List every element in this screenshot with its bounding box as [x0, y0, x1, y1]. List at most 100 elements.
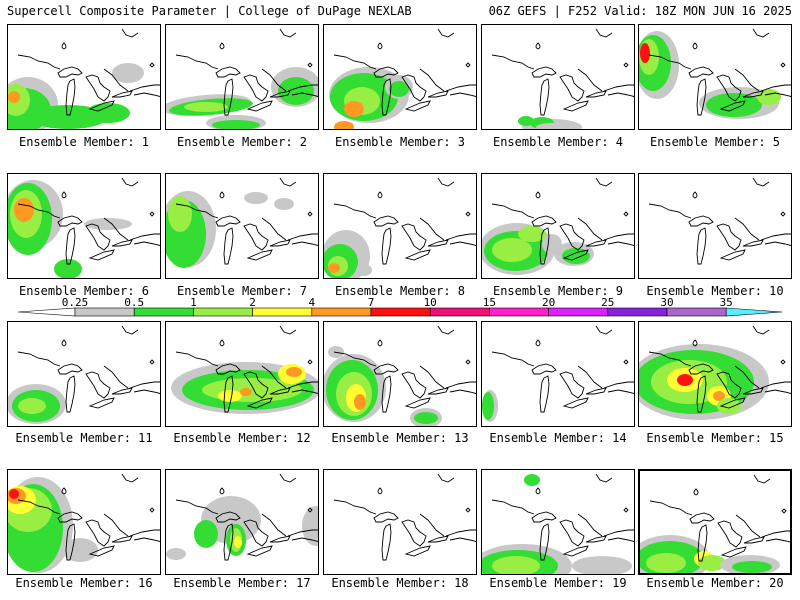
colorbar-tick-label: 35: [720, 296, 733, 309]
ensemble-panel-9[interactable]: [481, 173, 635, 279]
great-lakes-outline: [491, 473, 634, 561]
colorbar-tick-label: 10: [424, 296, 437, 309]
colorbar-swatch: [133, 307, 194, 317]
ensemble-panel-1[interactable]: [7, 24, 161, 130]
scp-field: [482, 474, 632, 574]
scp-field: [166, 191, 294, 268]
ensemble-map-10: [648, 177, 791, 265]
colorbar-tick-label: 7: [368, 296, 375, 309]
ensemble-panel-5[interactable]: [638, 24, 792, 130]
great-lakes-outline: [333, 28, 476, 116]
scp-field: [639, 31, 781, 119]
color-scale-legend: 0.25 0.5 1 2 4 7 10 15 20 25 30 35: [17, 296, 783, 317]
ensemble-label-5: Ensemble Member: 5: [649, 135, 781, 149]
ensemble-label-19: Ensemble Member: 19: [489, 576, 627, 590]
scp-field: [171, 362, 318, 414]
scp-field: [324, 346, 442, 426]
colorbar-high-arrow: [725, 307, 783, 317]
ensemble-panel-16[interactable]: [7, 469, 161, 575]
colorbar-tick-label: 15: [483, 296, 496, 309]
great-lakes-outline: [648, 28, 791, 116]
ensemble-panel-10[interactable]: [638, 173, 792, 279]
scp-field: [166, 496, 318, 560]
colorbar-tick-label: 25: [601, 296, 614, 309]
ensemble-map-3: [329, 28, 476, 129]
ensemble-panel-8[interactable]: [323, 173, 477, 279]
colorbar-swatch: [74, 307, 135, 317]
great-lakes-outline: [333, 177, 476, 265]
colorbar-low-arrow: [17, 307, 76, 317]
ensemble-map-16: [8, 473, 160, 573]
ensemble-panel-2[interactable]: [165, 24, 319, 130]
scp-field: [518, 116, 582, 129]
ensemble-panel-19[interactable]: [481, 469, 635, 575]
ensemble-label-13: Ensemble Member: 13: [331, 431, 469, 445]
ensemble-label-14: Ensemble Member: 14: [489, 431, 627, 445]
ensemble-panel-3[interactable]: [323, 24, 477, 130]
colorbar-swatch: [311, 307, 372, 317]
ensemble-map-11: [8, 325, 160, 424]
scp-field: [329, 67, 413, 129]
great-lakes-outline: [333, 473, 476, 561]
great-lakes-outline: [17, 177, 160, 265]
colorbar-tick-label: 0.5: [124, 296, 144, 309]
great-lakes-outline: [491, 177, 634, 265]
ensemble-panel-20[interactable]: [638, 469, 792, 575]
colorbar-tick-label: 1: [190, 296, 197, 309]
scp-field: [8, 180, 132, 278]
ensemble-label-11: Ensemble Member: 11: [15, 431, 153, 445]
ensemble-map-17: [166, 473, 318, 561]
great-lakes-outline: [17, 473, 160, 561]
scp-field: [8, 63, 144, 129]
great-lakes-outline: [175, 28, 318, 116]
great-lakes-outline: [648, 177, 791, 265]
great-lakes-outline: [648, 325, 791, 413]
ensemble-label-10: Ensemble Member: 10: [646, 284, 784, 298]
colorbar-swatch: [252, 307, 313, 317]
ensemble-label-8: Ensemble Member: 8: [334, 284, 466, 298]
ensemble-panel-11[interactable]: [7, 321, 161, 427]
great-lakes-outline: [175, 325, 318, 413]
ensemble-map-14: [482, 325, 634, 422]
ensemble-map-8: [324, 177, 476, 278]
colorbar-swatch: [607, 307, 668, 317]
great-lakes-outline: [17, 28, 160, 116]
ensemble-map-7: [166, 177, 318, 268]
ensemble-label-1: Ensemble Member: 1: [18, 135, 150, 149]
ensemble-panel-7[interactable]: [165, 173, 319, 279]
ensemble-panel-12[interactable]: [165, 321, 319, 427]
ensemble-panel-13[interactable]: [323, 321, 477, 427]
ensemble-label-16: Ensemble Member: 16: [15, 576, 153, 590]
ensemble-map-1: [8, 28, 160, 129]
ensemble-label-7: Ensemble Member: 7: [176, 284, 308, 298]
ensemble-label-12: Ensemble Member: 12: [173, 431, 311, 445]
great-lakes-outline: [17, 325, 160, 413]
ensemble-map-5: [639, 28, 791, 119]
colorbar-swatch: [489, 307, 549, 317]
great-lakes-outline: [175, 473, 318, 561]
ensemble-label-18: Ensemble Member: 18: [331, 576, 469, 590]
ensemble-panel-15[interactable]: [638, 321, 792, 427]
ensemble-label-6: Ensemble Member: 6: [18, 284, 150, 298]
great-lakes-outline: [491, 325, 634, 413]
ensemble-panel-17[interactable]: [165, 469, 319, 575]
scp-field: [8, 477, 98, 573]
ensemble-label-4: Ensemble Member: 4: [492, 135, 624, 149]
ensemble-panel-14[interactable]: [481, 321, 635, 427]
ensemble-panel-4[interactable]: [481, 24, 635, 130]
colorbar-swatch: [193, 307, 253, 317]
scp-field: [324, 230, 372, 278]
colorbar-tick-label: 2: [249, 296, 256, 309]
ensemble-label-15: Ensemble Member: 15: [646, 431, 784, 445]
ensemble-label-3: Ensemble Member: 3: [334, 135, 466, 149]
ensemble-map-9: [482, 177, 634, 275]
ensemble-panel-18[interactable]: [323, 469, 477, 575]
great-lakes-outline: [175, 177, 318, 265]
scp-field: [482, 223, 594, 275]
ensemble-panel-6[interactable]: [7, 173, 161, 279]
ensemble-map-13: [324, 325, 476, 426]
ensemble-map-15: [639, 325, 791, 420]
scp-field: [482, 390, 498, 422]
ensemble-map-2: [166, 28, 318, 129]
ensemble-map-20: [640, 474, 790, 573]
